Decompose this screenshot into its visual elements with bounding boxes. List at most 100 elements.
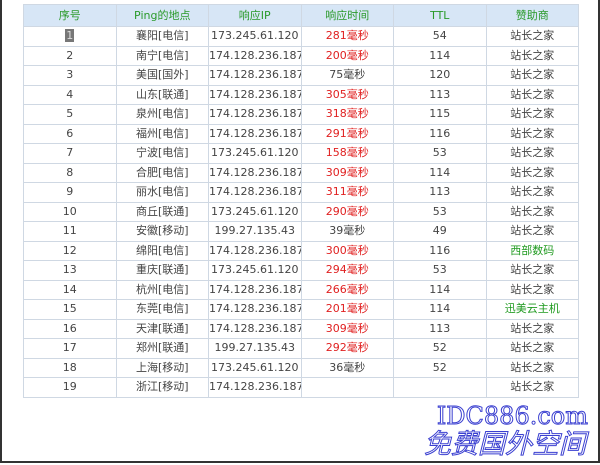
cell-ip: 173.245.61.120 [208, 143, 302, 164]
cell-response-time: 318毫秒 [300, 104, 394, 125]
cell-ttl: 116 [393, 123, 487, 144]
cell-response-time: 291毫秒 [300, 123, 394, 144]
cell-ttl: 52 [393, 338, 487, 359]
cell-index: 3 [23, 65, 117, 86]
cell-ip: 174.128.236.187 [208, 240, 302, 261]
cell-sponsor: 站长之家 [485, 123, 579, 144]
cell-response-time: 309毫秒 [300, 318, 394, 339]
cell-location: 泉州[电信] [115, 104, 209, 125]
cell-ttl: 114 [393, 45, 487, 66]
cell-location: 合肥[电信] [115, 162, 209, 183]
cell-index: 17 [23, 338, 117, 359]
cell-ttl [393, 377, 487, 398]
cell-response-time: 75毫秒 [300, 65, 394, 86]
cell-ip: 174.128.236.187 [208, 45, 302, 66]
table-header-row: 序号 Ping的地点 响应IP 响应时间 TTL 赞助商 [23, 4, 579, 27]
table-row: 17 郑州[联通] 199.27.135.43 292毫秒 52 站长之家 [23, 338, 579, 359]
cell-sponsor: 西部数码 [485, 240, 579, 261]
cell-ttl: 116 [393, 240, 487, 261]
cell-ttl: 120 [393, 65, 487, 86]
cell-response-time: 36毫秒 [300, 357, 394, 378]
cell-ip: 174.128.236.187 [208, 162, 302, 183]
cell-index: 16 [23, 318, 117, 339]
cell-sponsor: 站长之家 [485, 104, 579, 125]
cell-location: 丽水[电信] [115, 182, 209, 203]
cell-response-time: 292毫秒 [300, 338, 394, 359]
cell-response-time: 300毫秒 [300, 240, 394, 261]
cell-ttl: 53 [393, 143, 487, 164]
cell-location: 重庆[联通] [115, 260, 209, 281]
header-location: Ping的地点 [115, 4, 209, 27]
table-row: 16 天津[联通] 174.128.236.187 309毫秒 113 站长之家 [23, 318, 579, 339]
cell-location: 美国[国外] [115, 65, 209, 86]
table-row: 8 合肥[电信] 174.128.236.187 309毫秒 114 站长之家 [23, 162, 579, 183]
ping-results-table: 序号 Ping的地点 响应IP 响应时间 TTL 赞助商 1 襄阳[电信] 173.… [23, 4, 579, 398]
cell-sponsor: 站长之家 [485, 338, 579, 359]
cell-ip: 173.245.61.120 [208, 357, 302, 378]
table-row: 18 上海[移动] 173.245.61.120 36毫秒 52 站长之家 [23, 357, 579, 378]
cell-sponsor: 站长之家 [485, 26, 579, 47]
cell-index: 10 [23, 201, 117, 222]
table-row: 14 杭州[电信] 174.128.236.187 266毫秒 114 站长之家 [23, 279, 579, 300]
cell-ip: 174.128.236.187 [208, 182, 302, 203]
cell-response-time: 158毫秒 [300, 143, 394, 164]
cell-location: 宁波[电信] [115, 143, 209, 164]
table-row: 3 美国[国外] 174.128.236.187 75毫秒 120 站长之家 [23, 65, 579, 86]
cell-location: 郑州[联通] [115, 338, 209, 359]
cell-ttl: 53 [393, 260, 487, 281]
cell-sponsor: 站长之家 [485, 143, 579, 164]
cell-ip: 174.128.236.187 [208, 123, 302, 144]
cell-index: 15 [23, 299, 117, 320]
cell-index: 5 [23, 104, 117, 125]
cell-sponsor: 站长之家 [485, 182, 579, 203]
cell-ip: 174.128.236.187 [208, 279, 302, 300]
table-row: 10 商丘[联通] 173.245.61.120 290毫秒 53 站长之家 [23, 201, 579, 222]
table-row: 6 福州[电信] 174.128.236.187 291毫秒 116 站长之家 [23, 123, 579, 144]
table-row: 7 宁波[电信] 173.245.61.120 158毫秒 53 站长之家 [23, 143, 579, 164]
cell-ip: 174.128.236.187 [208, 84, 302, 105]
cell-ttl: 114 [393, 279, 487, 300]
cell-ip: 174.128.236.187 [208, 104, 302, 125]
cell-ttl: 114 [393, 299, 487, 320]
cell-index: 8 [23, 162, 117, 183]
cell-index: 12 [23, 240, 117, 261]
cell-location: 安徽[移动] [115, 221, 209, 242]
cell-response-time: 39毫秒 [300, 221, 394, 242]
cell-ip: 174.128.236.187 [208, 299, 302, 320]
cell-sponsor: 站长之家 [485, 279, 579, 300]
cell-ip: 174.128.236.187 [208, 65, 302, 86]
table-row: 19 浙江[移动] 174.128.236.187 站长之家 [23, 377, 579, 398]
table-row: 4 山东[联通] 174.128.236.187 305毫秒 113 站长之家 [23, 84, 579, 105]
cell-location: 东莞[电信] [115, 299, 209, 320]
cell-response-time: 305毫秒 [300, 84, 394, 105]
cell-response-time: 281毫秒 [300, 26, 394, 47]
cell-ttl: 113 [393, 182, 487, 203]
cell-ttl: 113 [393, 84, 487, 105]
cell-sponsor: 站长之家 [485, 260, 579, 281]
header-response-time: 响应时间 [300, 4, 394, 27]
cell-ttl: 49 [393, 221, 487, 242]
table-row: 2 南宁[电信] 174.128.236.187 200毫秒 114 站长之家 [23, 45, 579, 66]
cell-index: 6 [23, 123, 117, 144]
cell-ip: 174.128.236.187 [208, 318, 302, 339]
cell-response-time: 309毫秒 [300, 162, 394, 183]
header-ip: 响应IP [208, 4, 302, 27]
cell-index: 18 [23, 357, 117, 378]
header-index: 序号 [23, 4, 117, 27]
cell-location: 上海[移动] [115, 357, 209, 378]
cell-response-time: 294毫秒 [300, 260, 394, 281]
cell-index: 7 [23, 143, 117, 164]
table-row: 13 重庆[联通] 173.245.61.120 294毫秒 53 站长之家 [23, 260, 579, 281]
cell-location: 商丘[联通] [115, 201, 209, 222]
cell-sponsor: 站长之家 [485, 318, 579, 339]
cell-location: 南宁[电信] [115, 45, 209, 66]
cell-ttl: 53 [393, 201, 487, 222]
cell-ttl: 115 [393, 104, 487, 125]
table-row: 5 泉州[电信] 174.128.236.187 318毫秒 115 站长之家 [23, 104, 579, 125]
cell-sponsor: 站长之家 [485, 65, 579, 86]
table-row: 1 襄阳[电信] 173.245.61.120 281毫秒 54 站长之家 [23, 26, 579, 47]
cell-ip: 173.245.61.120 [208, 260, 302, 281]
cell-index: 2 [23, 45, 117, 66]
cell-ttl: 113 [393, 318, 487, 339]
cell-sponsor: 迅美云主机 [485, 299, 579, 320]
